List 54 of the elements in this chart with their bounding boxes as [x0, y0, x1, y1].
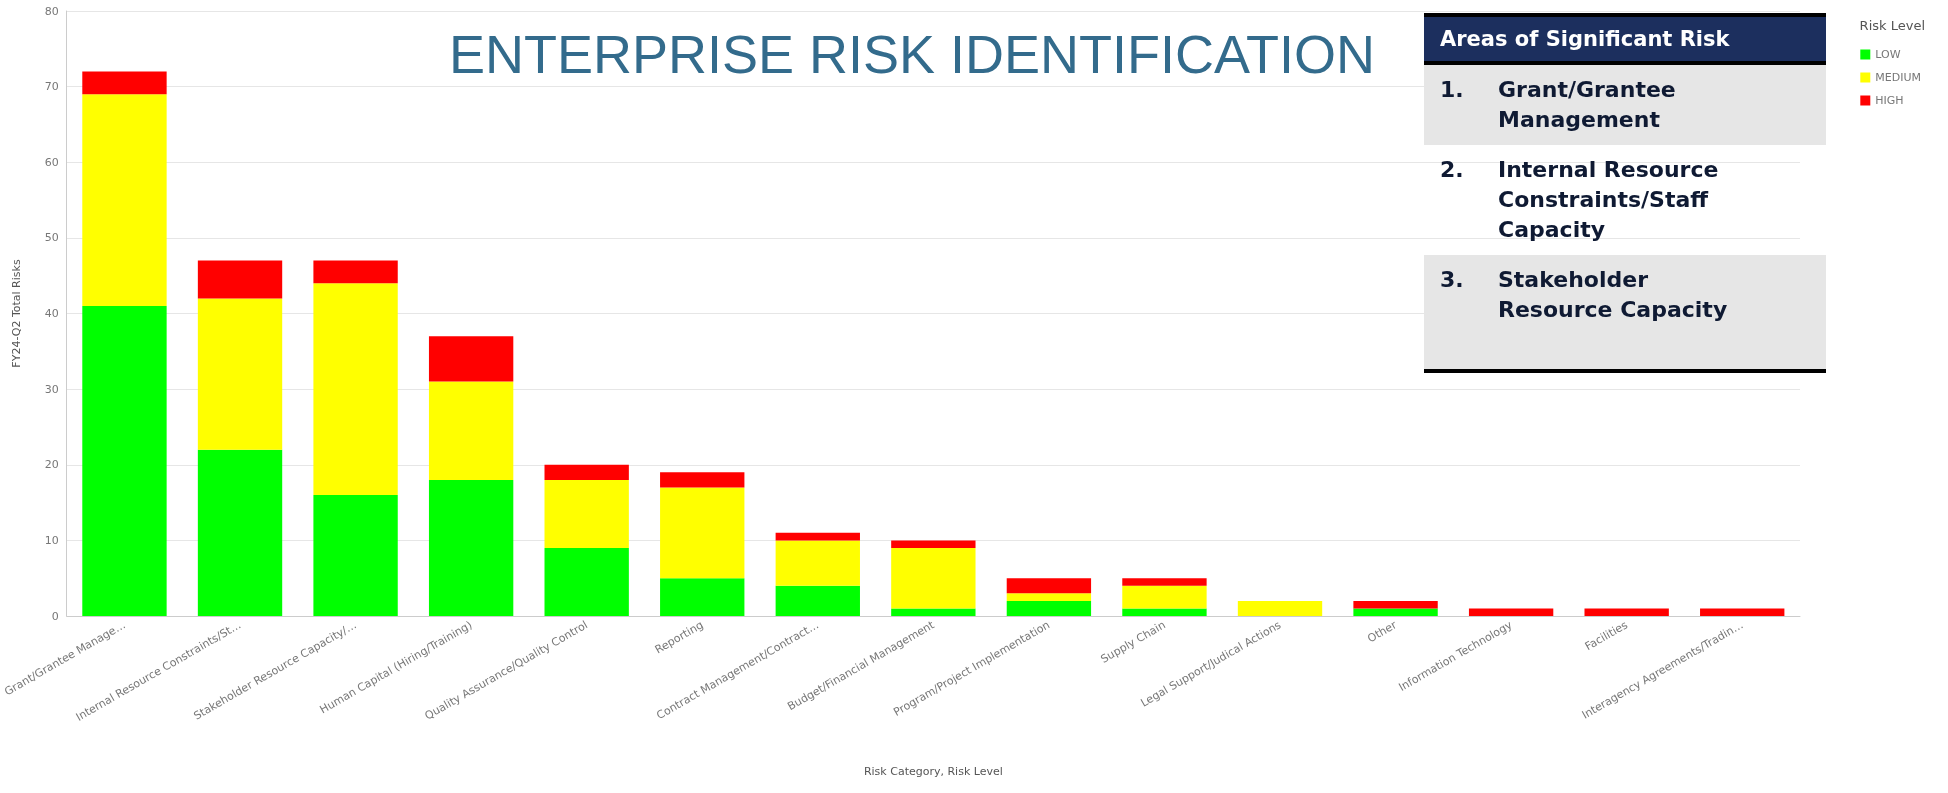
bar	[313, 283, 398, 495]
y-tick-label: 80	[44, 4, 59, 18]
bar	[775, 540, 860, 586]
bar	[544, 547, 629, 616]
info-card: Areas of Significant Risk 1. Grant/Grantee Management 2. Internal Resource Constraints/Staff Capacity 3. Stakeholder Resource Capacity	[1424, 13, 1826, 373]
bar	[82, 94, 167, 306]
bar	[197, 260, 283, 299]
bar	[544, 464, 629, 480]
chart-title: ENTERPRISE RISK IDENTIFICATION	[448, 24, 1376, 84]
x-axis-title: Risk Category, Risk Level	[863, 765, 1003, 778]
bar	[1122, 608, 1207, 616]
bar	[775, 532, 860, 541]
bar	[1122, 585, 1207, 609]
bar	[775, 585, 860, 616]
legend-label: MEDIUM	[1875, 71, 1922, 84]
bar	[891, 608, 976, 616]
bar	[1700, 608, 1785, 616]
bar	[1237, 600, 1323, 616]
legend-label: HIGH	[1875, 94, 1904, 107]
bar	[1584, 608, 1669, 616]
bar	[544, 479, 629, 548]
bar	[660, 578, 745, 616]
bar	[891, 540, 976, 548]
bar	[428, 336, 514, 382]
bar	[82, 305, 167, 616]
y-tick-label: 70	[44, 80, 59, 94]
legend-title: Risk Level	[1859, 18, 1926, 33]
bar	[1006, 578, 1092, 594]
bar	[1122, 578, 1207, 586]
bar	[197, 449, 283, 616]
bar	[1468, 608, 1554, 616]
y-tick-label: 20	[44, 458, 59, 472]
bar	[313, 260, 398, 284]
y-tick-label: 50	[44, 231, 59, 245]
bar	[197, 298, 283, 450]
bar	[1353, 608, 1438, 616]
y-tick-label: 30	[44, 382, 59, 396]
bar	[428, 381, 514, 480]
annotation: Areas of Significant Risk	[1424, 17, 1826, 65]
bar	[660, 472, 745, 488]
bar	[428, 479, 514, 616]
bar	[1353, 600, 1438, 609]
bar	[1006, 600, 1092, 616]
bar	[82, 71, 167, 95]
y-axis-title: FY24-Q2 Total Risks	[9, 259, 23, 368]
y-tick-label: 10	[44, 533, 59, 547]
y-tick-label: 0	[51, 609, 59, 623]
legend-label: LOW	[1875, 48, 1901, 61]
bar	[313, 495, 398, 616]
y-tick-label: 40	[44, 307, 59, 320]
bar	[1006, 593, 1092, 601]
y-tick-label: 60	[44, 155, 59, 169]
bar	[891, 547, 976, 609]
bar	[660, 487, 745, 579]
